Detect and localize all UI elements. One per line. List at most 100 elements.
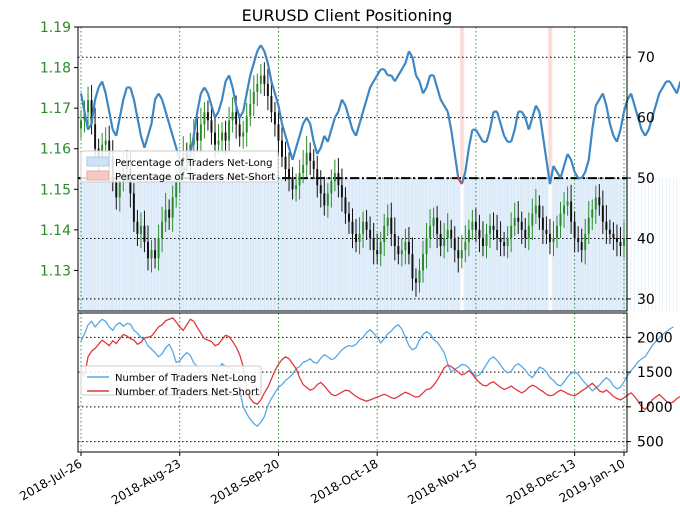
candle-body: [80, 120, 82, 129]
candle-body: [386, 217, 389, 226]
candle-body: [161, 221, 164, 238]
left-axis-label: 1.15: [40, 182, 71, 198]
candle-body: [538, 205, 541, 218]
candle-body: [238, 124, 241, 137]
candle-body: [474, 221, 477, 230]
sentiment-band: [534, 178, 539, 311]
candle-body: [309, 152, 312, 161]
legend-swatch: [86, 156, 110, 167]
candle-body: [559, 213, 562, 226]
candle-body: [432, 217, 435, 226]
legend-label: Percentage of Traders Net-Short: [115, 172, 275, 183]
candle-body: [397, 246, 400, 255]
candle-body: [513, 217, 516, 226]
candle-body: [608, 229, 611, 234]
candle-body: [492, 225, 495, 230]
sentiment-band: [234, 178, 239, 311]
sentiment-band: [460, 27, 465, 179]
candle-body: [340, 185, 343, 198]
candle-body: [548, 233, 551, 243]
sentiment-band: [601, 178, 606, 311]
candle-body: [601, 205, 604, 222]
sentiment-band: [188, 178, 193, 311]
sentiment-band: [93, 178, 98, 311]
candle-body: [615, 237, 618, 243]
sentiment-band: [86, 178, 91, 311]
candle-body: [594, 197, 597, 210]
sentiment-band: [273, 178, 278, 311]
candle-body: [520, 221, 523, 230]
candle-body: [383, 225, 386, 243]
candle-body: [235, 112, 238, 125]
candle-body: [365, 221, 368, 230]
sentiment-band: [491, 178, 496, 311]
candle-body: [457, 250, 460, 259]
sentiment-band: [276, 178, 281, 311]
candle-body: [302, 164, 305, 174]
sentiment-band: [417, 178, 422, 311]
sentiment-band: [333, 178, 338, 311]
sentiment-band: [329, 178, 334, 311]
candle-body: [372, 237, 375, 251]
candle-body: [231, 112, 234, 121]
right-axis-label: 60: [637, 111, 655, 127]
candle-body: [453, 237, 456, 251]
candle-body: [541, 217, 544, 230]
sentiment-band: [206, 178, 211, 311]
sentiment-band: [202, 178, 207, 311]
sentiment-band: [132, 178, 137, 311]
candle-body: [171, 197, 174, 218]
candle-body: [154, 250, 157, 259]
sentiment-band: [128, 178, 133, 311]
legend-box: [80, 150, 279, 183]
candle-body: [460, 250, 463, 259]
sentiment-band: [385, 178, 391, 311]
candle-body: [330, 181, 333, 194]
sentiment-band: [266, 178, 271, 311]
right-axis-label: 50: [637, 171, 655, 187]
candle-body: [139, 225, 142, 234]
sentiment-band: [223, 178, 228, 311]
candle-body: [524, 229, 527, 238]
candle-body: [407, 242, 410, 255]
candle-body: [175, 181, 178, 198]
candle-body: [580, 242, 583, 251]
candle-body: [221, 132, 224, 141]
candle-body: [132, 193, 135, 222]
sentiment-band: [597, 178, 602, 311]
sentiment-band: [283, 178, 288, 311]
sentiment-band: [558, 178, 563, 311]
x-axis-date-label: 2018-Aug-23: [109, 456, 183, 507]
sentiment-band: [414, 178, 419, 311]
candle-body: [358, 233, 361, 243]
candle-body: [224, 132, 227, 141]
candle-body: [228, 120, 231, 141]
candle-body: [467, 229, 470, 243]
candle-body: [510, 225, 513, 238]
sentiment-band: [304, 178, 310, 311]
candle-body: [556, 225, 558, 238]
sentiment-band: [364, 178, 369, 311]
sentiment-band: [269, 178, 274, 311]
sentiment-band: [322, 178, 327, 311]
sentiment-band: [604, 178, 609, 311]
left-axis-label: 1.19: [40, 20, 71, 36]
sentiment-band: [79, 178, 84, 311]
candle-body: [203, 112, 206, 125]
candle-body: [90, 100, 93, 125]
sentiment-band: [519, 178, 525, 311]
candle-body: [252, 91, 255, 105]
candle-body: [281, 140, 283, 157]
candle-body: [390, 217, 393, 234]
sentiment-band: [297, 178, 302, 311]
sentiment-band: [216, 178, 221, 311]
candle-body: [319, 185, 322, 194]
sentiment-band: [537, 178, 542, 311]
candle-body: [422, 254, 424, 271]
count-axis-label: 500: [637, 435, 664, 451]
candle-body: [400, 250, 403, 255]
candle-body: [147, 242, 149, 259]
candle-body: [545, 229, 548, 234]
legends: Percentage of Traders Net-Long Percentage…: [80, 150, 279, 398]
